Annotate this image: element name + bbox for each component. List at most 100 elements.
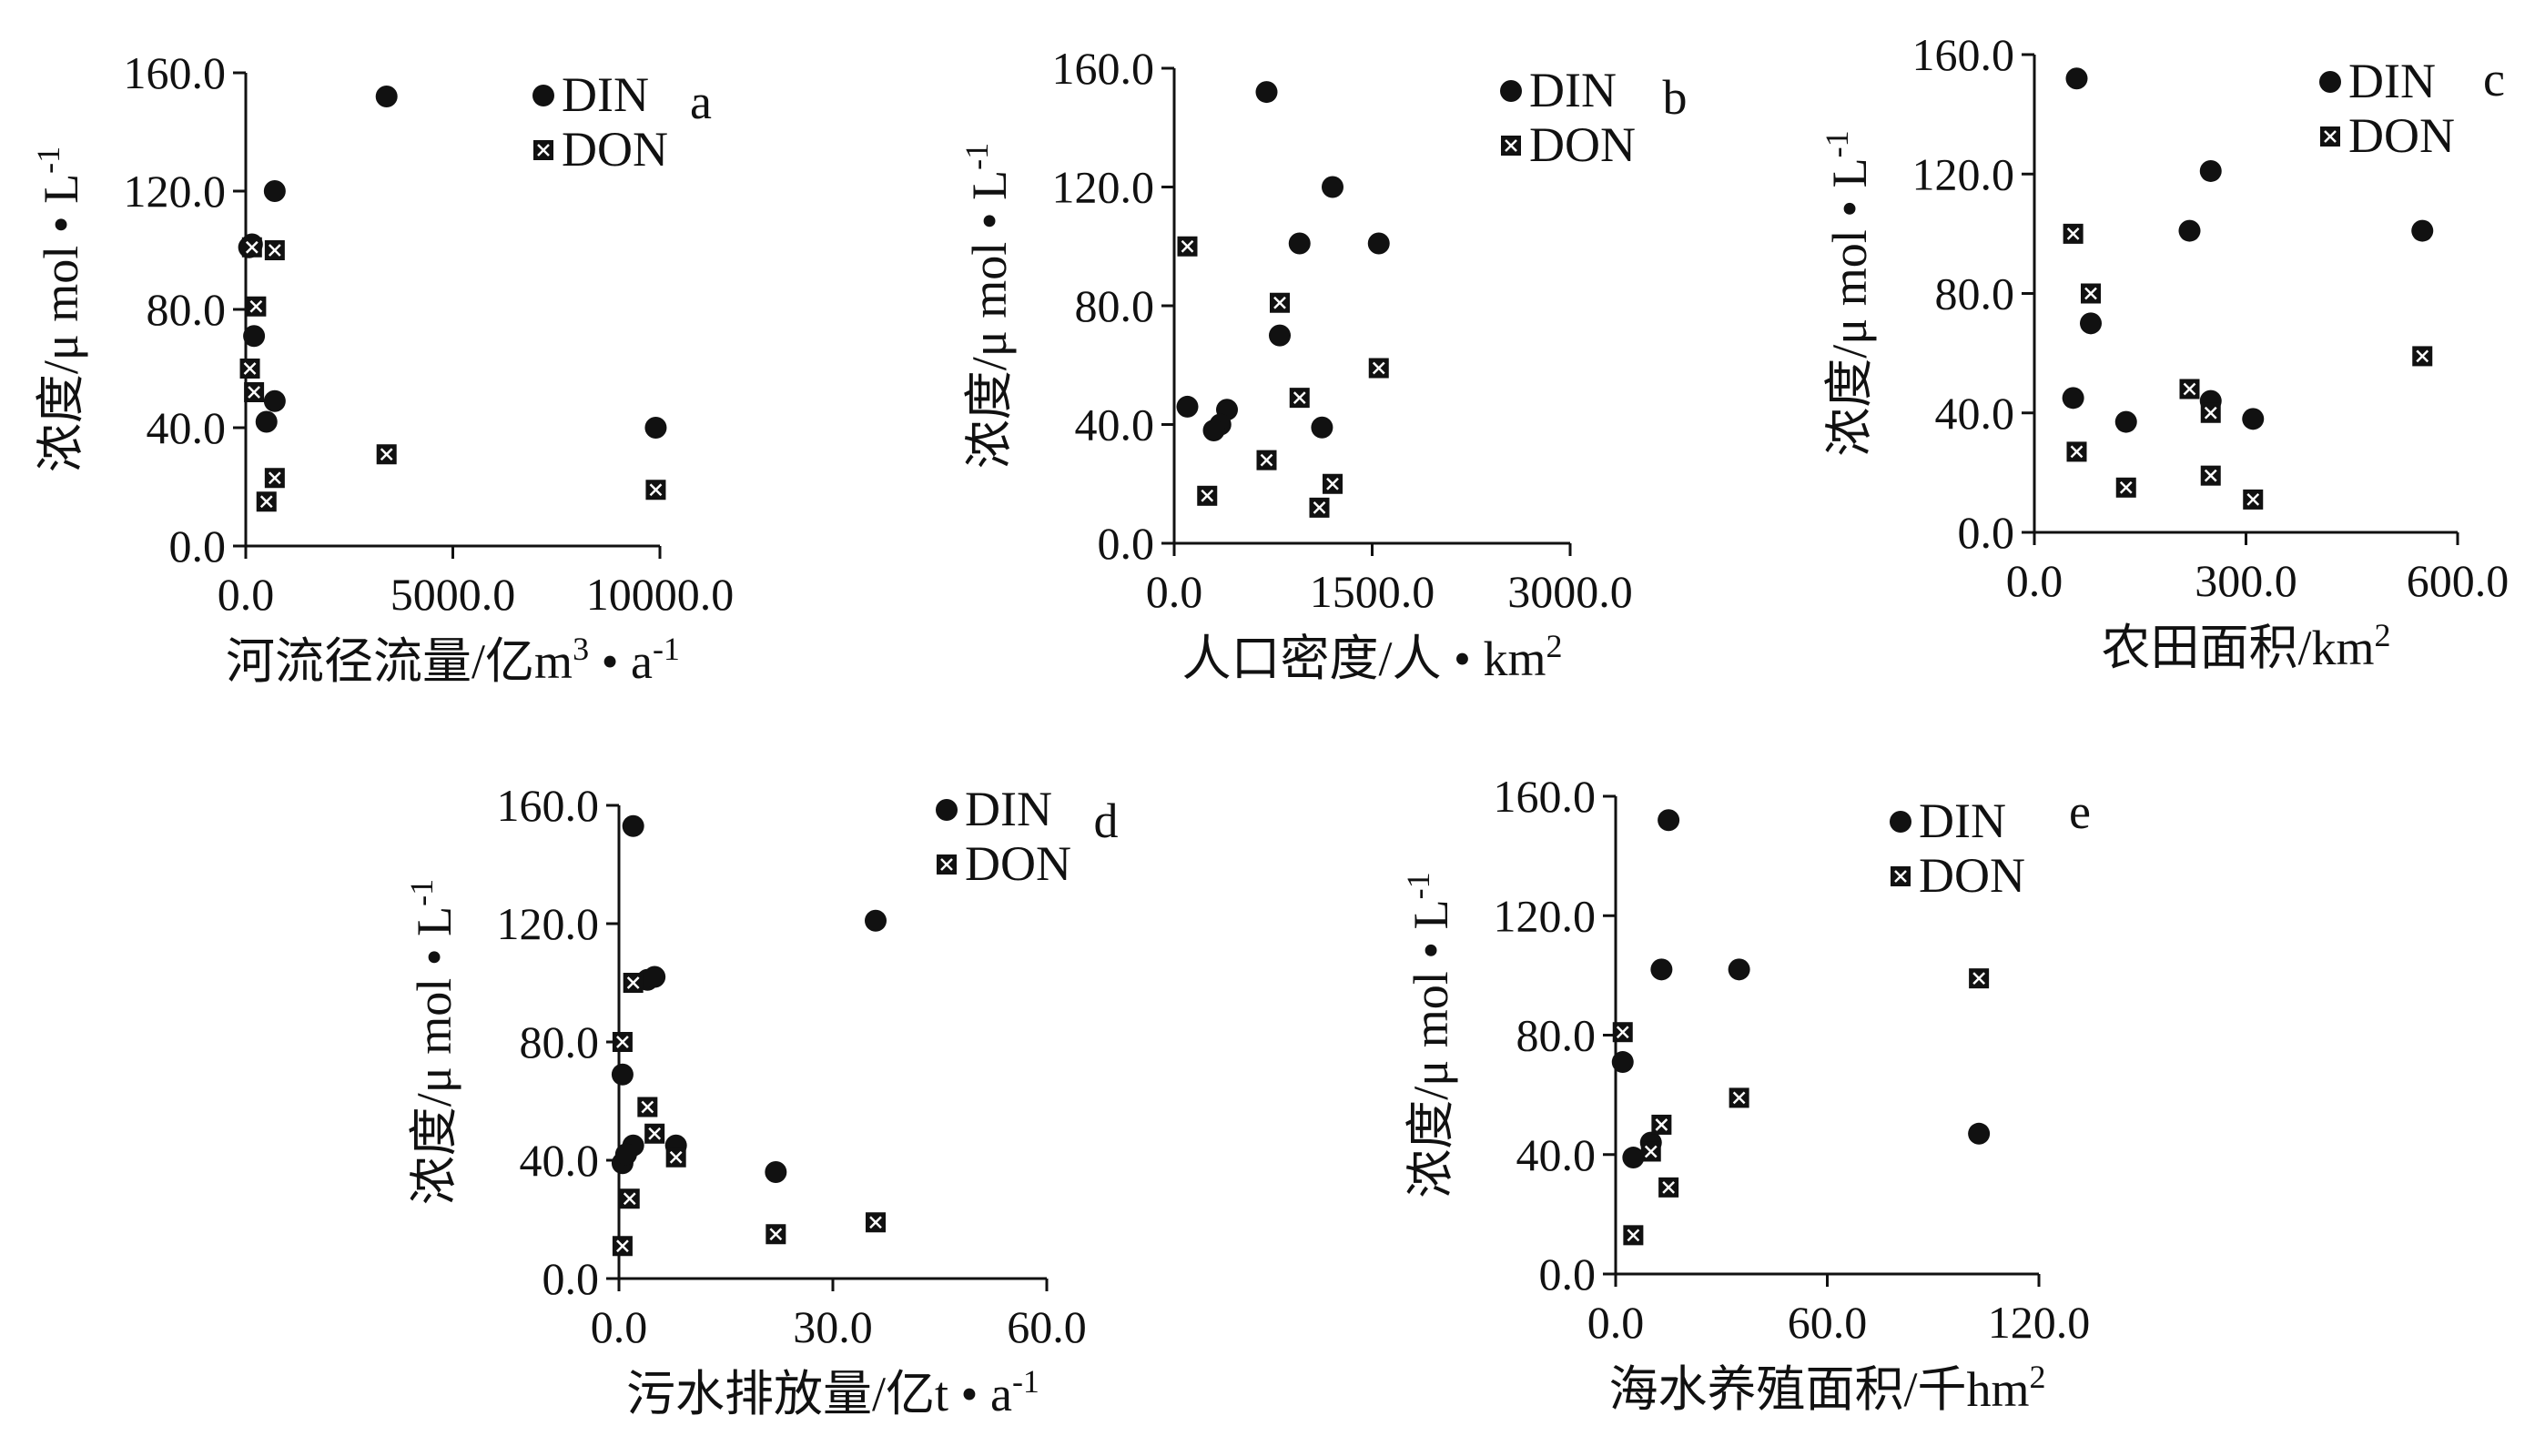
don-point — [1623, 1225, 1644, 1246]
legend-don-marker — [533, 140, 553, 160]
legend-din-marker — [1500, 80, 1522, 102]
don-point — [766, 1224, 786, 1245]
din-point — [1269, 324, 1291, 347]
din-point — [1202, 420, 1225, 442]
din-point — [1311, 416, 1333, 439]
legend-din-marker — [2319, 71, 2341, 93]
y-tick-label: 120.0 — [1494, 890, 1597, 941]
x-axis-title: 污水排放量/亿t • a-1 — [626, 1363, 1039, 1421]
din-point — [375, 86, 398, 107]
don-point-cross-b — [1273, 296, 1286, 309]
panel-d: 0.0 40.0 80.0 120.0 160.0 0.0 30.0 60.0 污水排放量/亿t… — [403, 780, 1119, 1421]
don-point — [1612, 1022, 1633, 1043]
don-point — [1177, 236, 1198, 257]
din-point — [622, 814, 644, 837]
don-point-cross-b — [1972, 972, 1986, 986]
don-point-cross-b — [2204, 406, 2217, 420]
legend-don-marker-cross-b — [537, 144, 550, 157]
legend-don-label: DON — [1529, 117, 1636, 172]
don-point-cross-b — [245, 240, 259, 254]
don-point — [1270, 292, 1290, 313]
y-tick-label: 160.0 — [1052, 43, 1155, 94]
y-tick-label: 80.0 — [147, 284, 227, 335]
don-point — [264, 240, 285, 260]
legend-don-marker-cross-b — [1894, 870, 1907, 883]
legend-din-label: DIN — [965, 782, 1052, 836]
y-tick-label: 160.0 — [1494, 771, 1597, 822]
din-point — [1322, 176, 1343, 198]
panel-letter: b — [1663, 70, 1688, 125]
din-point — [1255, 81, 1278, 104]
don-point-cross-b — [1260, 453, 1273, 467]
y-tick-label: 80.0 — [1516, 1010, 1597, 1061]
don-point — [1323, 473, 1343, 494]
din-point — [644, 966, 666, 988]
don-point-cross-b — [2183, 382, 2196, 396]
don-point-cross-b — [2416, 349, 2429, 363]
din-point — [614, 1143, 637, 1166]
din-point — [2080, 312, 2102, 335]
x-tick-label: 120.0 — [1988, 1297, 2091, 1348]
din-point — [1968, 1122, 1991, 1145]
don-point — [2412, 346, 2433, 367]
don-point — [1309, 497, 1330, 518]
don-point — [246, 296, 267, 317]
legend-din-marker — [936, 799, 958, 821]
don-point — [1729, 1087, 1749, 1108]
legend-don-marker-cross-b — [2324, 130, 2337, 143]
legend-din-marker — [532, 85, 554, 106]
don-point — [612, 1032, 633, 1052]
don-point-cross-b — [1655, 1118, 1668, 1131]
don-point-cross-b — [669, 1150, 683, 1164]
y-tick-label: 120.0 — [1052, 162, 1155, 213]
don-point — [645, 480, 666, 500]
x-tick-label: 0.0 — [2006, 555, 2063, 606]
legend-don-marker-cross-b — [940, 858, 953, 871]
din-point — [255, 410, 278, 433]
don-point-cross-b — [2119, 480, 2133, 494]
din-point — [1622, 1147, 1645, 1169]
x-axis-title: 河流径流量/亿m3 • a-1 — [226, 631, 680, 689]
don-point-cross-b — [380, 448, 393, 461]
legend-din-label: DIN — [2348, 54, 2436, 108]
y-tick-label: 160.0 — [1912, 29, 2015, 80]
y-tick-label: 40.0 — [147, 402, 227, 453]
don-point-cross-b — [1616, 1026, 1629, 1039]
panel-c: 0.0 40.0 80.0 120.0 160.0 0.0 300.0 600.0 农田面积/k… — [1819, 29, 2509, 675]
panel-letter: d — [1094, 794, 1119, 848]
don-point-cross-b — [1326, 477, 1339, 490]
don-point-cross-b — [249, 299, 263, 313]
x-axis-title: 海水养殖面积/千hm2 — [1608, 1359, 2045, 1417]
don-point-cross-b — [248, 386, 260, 399]
legend-din-label: DIN — [562, 67, 649, 122]
legend-din-label: DIN — [1529, 63, 1617, 117]
panel-letter: c — [2483, 52, 2505, 106]
y-tick-label: 40.0 — [1516, 1129, 1597, 1180]
don-point-cross-b — [2070, 445, 2084, 459]
din-point — [2199, 159, 2222, 182]
don-point-cross-b — [2204, 469, 2217, 482]
don-point — [1368, 358, 1389, 379]
legend-don-label: DON — [2348, 108, 2455, 163]
don-point — [1969, 968, 1990, 989]
y-tick-label: 0.0 — [1539, 1249, 1597, 1299]
don-point-cross-b — [623, 1192, 636, 1206]
x-tick-label: 0.0 — [591, 1301, 648, 1352]
y-axis-title: 浓度/μ mol • L-1 — [1819, 130, 1877, 456]
x-tick-label: 0.0 — [218, 569, 275, 620]
legend-don-marker — [1891, 866, 1911, 886]
y-tick-label: 160.0 — [497, 780, 600, 831]
x-axis-title: 人口密度/人 • km2 — [1182, 628, 1563, 686]
y-tick-label: 40.0 — [1075, 399, 1155, 450]
x-tick-label: 1500.0 — [1310, 566, 1435, 617]
panel-letter: e — [2069, 784, 2091, 839]
din-point — [1611, 1051, 1634, 1074]
don-point — [1640, 1141, 1661, 1162]
y-tick-label: 120.0 — [124, 166, 227, 217]
din-point — [2178, 219, 2201, 242]
y-tick-label: 40.0 — [1935, 388, 2015, 439]
don-point — [1197, 485, 1218, 506]
don-point-cross-b — [626, 976, 640, 989]
don-point — [619, 1188, 640, 1209]
